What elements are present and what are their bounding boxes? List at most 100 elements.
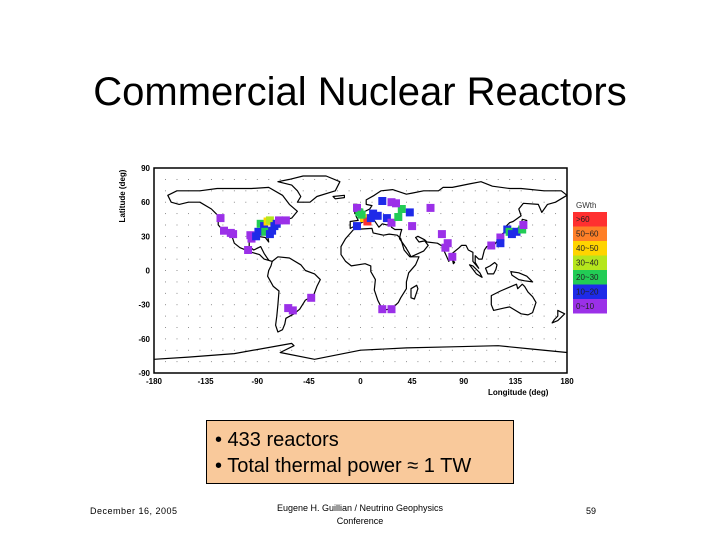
grid-dot bbox=[188, 247, 189, 249]
grid-dot bbox=[165, 235, 166, 237]
grid-dot bbox=[314, 361, 316, 363]
grid-dot bbox=[394, 292, 396, 294]
legend-swatch bbox=[573, 226, 607, 241]
grid-dot bbox=[291, 315, 293, 317]
grid-dot bbox=[291, 338, 293, 340]
grid-dot bbox=[337, 361, 339, 363]
reactor-cell bbox=[518, 225, 527, 234]
grid-dot bbox=[279, 281, 281, 283]
grid-dot bbox=[520, 292, 522, 294]
footer-author-line1: Eugene H. Guillian / Neutrino Geophysics bbox=[276, 503, 444, 513]
grid-dot bbox=[165, 292, 166, 294]
grid-dot bbox=[199, 213, 201, 215]
grid-dot bbox=[302, 190, 304, 192]
grid-dot bbox=[428, 235, 430, 237]
grid-dot bbox=[188, 235, 189, 237]
grid-dot bbox=[348, 190, 350, 192]
grid-dot bbox=[222, 292, 224, 294]
grid-dot bbox=[463, 270, 465, 271]
grid-dot bbox=[520, 361, 522, 363]
grid-dot bbox=[245, 361, 247, 363]
grid-dot bbox=[222, 270, 224, 271]
grid-dot bbox=[417, 315, 419, 317]
grid-dot bbox=[451, 247, 453, 249]
reactor-cell bbox=[443, 239, 452, 248]
grid-dot bbox=[532, 247, 534, 249]
grid-dot bbox=[348, 224, 350, 226]
grid-dot bbox=[497, 338, 499, 340]
grid-dot bbox=[383, 258, 384, 260]
outline-eurasia bbox=[349, 181, 568, 269]
grid-dot bbox=[279, 258, 281, 260]
reactor-cell bbox=[405, 208, 414, 217]
grid-dot bbox=[428, 304, 430, 306]
grid-dot bbox=[474, 327, 476, 328]
legend-label: 0~10 bbox=[576, 302, 595, 311]
grid-dot bbox=[165, 338, 166, 340]
grid-dot bbox=[291, 190, 293, 192]
grid-dot bbox=[520, 213, 522, 215]
grid-dot bbox=[520, 349, 522, 351]
grid-dot bbox=[360, 292, 361, 294]
grid-dot bbox=[233, 247, 235, 249]
grid-dot bbox=[520, 315, 522, 317]
grid-dot bbox=[405, 258, 407, 260]
grid-dot bbox=[314, 247, 316, 249]
grid-dot bbox=[291, 349, 293, 351]
grid-dot bbox=[233, 349, 235, 351]
grid-dot bbox=[188, 304, 189, 306]
grid-dot bbox=[532, 327, 534, 328]
grid-dot bbox=[165, 258, 166, 260]
grid-dot bbox=[337, 258, 339, 260]
grid-dot bbox=[302, 338, 304, 340]
grid-dot bbox=[383, 304, 384, 306]
grid-dot bbox=[325, 281, 327, 283]
grid-dot bbox=[210, 247, 212, 249]
reactor-cell bbox=[366, 214, 375, 223]
grid-dot bbox=[417, 338, 419, 340]
grid-dot bbox=[497, 201, 499, 203]
reactor-cell bbox=[378, 197, 387, 205]
grid-dot bbox=[314, 281, 316, 283]
grid-dot bbox=[417, 178, 419, 180]
grid-dot bbox=[268, 258, 270, 260]
grid-dot bbox=[291, 213, 293, 215]
grid-dot bbox=[176, 304, 178, 306]
grid-dot bbox=[210, 224, 212, 226]
grid-dot bbox=[256, 281, 258, 283]
slide-title: Commercial Nuclear Reactors bbox=[93, 70, 627, 114]
grid-dot bbox=[325, 315, 327, 317]
grid-dot bbox=[474, 361, 476, 363]
grid-dot bbox=[245, 270, 247, 271]
grid-dots bbox=[165, 178, 557, 363]
grid-dot bbox=[245, 304, 247, 306]
grid-dot bbox=[279, 235, 281, 237]
grid-dot bbox=[440, 349, 442, 351]
grid-dot bbox=[279, 292, 281, 294]
grid-dot bbox=[325, 235, 327, 237]
reactor-cell bbox=[220, 226, 228, 235]
grid-dot bbox=[555, 258, 557, 260]
grid-dot bbox=[520, 201, 522, 203]
grid-dot bbox=[165, 327, 166, 328]
grid-dot bbox=[314, 258, 316, 260]
grid-dot bbox=[474, 304, 476, 306]
grid-dot bbox=[383, 235, 384, 237]
grid-dot bbox=[440, 224, 442, 226]
grid-dot bbox=[383, 292, 384, 294]
grid-dot bbox=[543, 258, 545, 260]
outline-borneo bbox=[484, 261, 498, 275]
grid-dot bbox=[165, 281, 166, 283]
grid-dot bbox=[210, 304, 212, 306]
outline-africa bbox=[340, 227, 420, 311]
reactor-cell bbox=[244, 246, 253, 254]
outline-madagascar bbox=[410, 284, 419, 300]
grid-dot bbox=[165, 315, 166, 317]
grid-dot bbox=[188, 315, 189, 317]
grid-dot bbox=[555, 224, 557, 226]
grid-dot bbox=[233, 201, 235, 203]
grid-dot bbox=[474, 224, 476, 226]
grid-dot bbox=[474, 281, 476, 283]
grid-dot bbox=[383, 270, 384, 271]
